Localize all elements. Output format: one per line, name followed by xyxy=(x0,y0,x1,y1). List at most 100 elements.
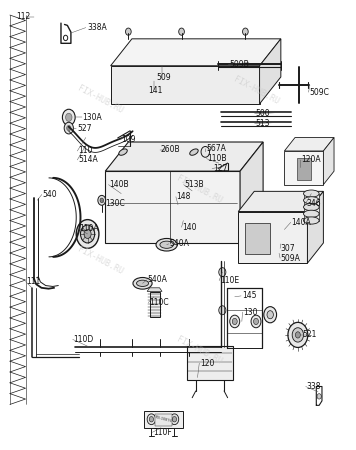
Circle shape xyxy=(292,328,304,342)
Circle shape xyxy=(172,417,177,422)
Polygon shape xyxy=(240,142,263,243)
Ellipse shape xyxy=(136,280,148,287)
Circle shape xyxy=(126,28,131,35)
Circle shape xyxy=(76,220,99,248)
Text: 120A: 120A xyxy=(302,155,321,164)
Bar xyxy=(144,411,183,428)
Text: 130: 130 xyxy=(243,307,258,316)
Text: 513: 513 xyxy=(255,119,270,128)
Ellipse shape xyxy=(304,190,319,197)
Ellipse shape xyxy=(156,238,177,251)
Polygon shape xyxy=(111,39,281,66)
Circle shape xyxy=(317,394,321,399)
Text: 540: 540 xyxy=(42,190,57,199)
Polygon shape xyxy=(260,39,281,104)
Text: FIX-HUB.RU: FIX-HUB.RU xyxy=(76,245,124,277)
Text: 509: 509 xyxy=(157,73,171,82)
Ellipse shape xyxy=(190,149,198,155)
Text: 509A: 509A xyxy=(281,254,301,263)
Polygon shape xyxy=(284,138,334,151)
Circle shape xyxy=(64,122,73,134)
Text: 110E: 110E xyxy=(220,276,239,285)
Polygon shape xyxy=(238,212,308,263)
Circle shape xyxy=(201,147,210,157)
Ellipse shape xyxy=(304,210,319,217)
Text: 338A: 338A xyxy=(88,23,107,32)
Circle shape xyxy=(232,318,237,324)
Circle shape xyxy=(267,310,273,319)
Polygon shape xyxy=(147,288,162,292)
Ellipse shape xyxy=(160,241,173,248)
Circle shape xyxy=(295,332,300,338)
Bar xyxy=(150,292,159,317)
Text: 140B: 140B xyxy=(109,180,129,189)
Bar xyxy=(187,346,233,380)
Text: 111: 111 xyxy=(26,277,41,286)
Ellipse shape xyxy=(304,217,319,224)
Circle shape xyxy=(264,306,277,323)
Text: 110F: 110F xyxy=(153,428,172,437)
Ellipse shape xyxy=(133,278,152,289)
Text: 109: 109 xyxy=(121,135,136,144)
Polygon shape xyxy=(308,191,323,263)
Text: FIX-HUB.RU: FIX-HUB.RU xyxy=(232,75,280,106)
Text: 110C: 110C xyxy=(149,298,168,307)
Text: 148: 148 xyxy=(177,192,191,201)
Text: 307: 307 xyxy=(281,244,295,253)
Text: 110: 110 xyxy=(78,147,92,156)
Circle shape xyxy=(242,28,248,35)
Bar xyxy=(155,414,172,426)
Text: 141: 141 xyxy=(148,86,162,95)
Text: 110A: 110A xyxy=(79,224,99,233)
Circle shape xyxy=(253,318,258,324)
Text: 509B: 509B xyxy=(229,60,249,69)
Text: FIX-HUB.RU: FIX-HUB.RU xyxy=(175,335,224,366)
Circle shape xyxy=(170,414,179,425)
Circle shape xyxy=(84,230,91,238)
Text: 513B: 513B xyxy=(184,180,204,189)
Circle shape xyxy=(66,113,72,122)
Polygon shape xyxy=(323,138,334,184)
Circle shape xyxy=(147,414,156,425)
Ellipse shape xyxy=(304,197,319,204)
Text: 521: 521 xyxy=(302,330,316,339)
Text: FIX-HUB.RU: FIX-HUB.RU xyxy=(76,84,124,115)
Polygon shape xyxy=(238,191,323,212)
Polygon shape xyxy=(105,142,263,171)
Polygon shape xyxy=(284,151,323,184)
Text: 110D: 110D xyxy=(73,335,94,344)
Text: 120: 120 xyxy=(200,359,214,368)
Text: FIX-HUB.RU: FIX-HUB.RU xyxy=(175,173,224,205)
Polygon shape xyxy=(105,171,240,243)
Circle shape xyxy=(100,198,104,202)
Ellipse shape xyxy=(304,203,319,211)
Text: 527: 527 xyxy=(77,124,91,133)
Circle shape xyxy=(80,225,95,243)
Text: 130A: 130A xyxy=(82,113,102,122)
Text: 346: 346 xyxy=(307,199,321,208)
Text: 127: 127 xyxy=(213,164,227,173)
Circle shape xyxy=(230,315,240,328)
Circle shape xyxy=(179,28,184,35)
Polygon shape xyxy=(111,66,260,104)
Text: 338: 338 xyxy=(307,382,321,391)
Text: 514A: 514A xyxy=(78,155,98,164)
Circle shape xyxy=(98,195,106,205)
Text: 260B: 260B xyxy=(161,145,180,154)
Ellipse shape xyxy=(119,149,127,155)
Text: 509C: 509C xyxy=(309,88,329,97)
Text: 567A: 567A xyxy=(206,144,226,153)
Text: 145: 145 xyxy=(242,292,256,301)
Text: 540A: 540A xyxy=(148,275,168,284)
Text: 540A: 540A xyxy=(169,239,189,248)
Text: 130C: 130C xyxy=(106,199,125,208)
Bar xyxy=(245,223,270,254)
Text: 140: 140 xyxy=(182,223,197,232)
Text: 140A: 140A xyxy=(292,218,311,227)
Text: 112: 112 xyxy=(17,12,31,21)
Text: FIX-00876: FIX-00876 xyxy=(155,415,173,424)
Circle shape xyxy=(149,417,153,422)
Bar xyxy=(304,194,319,220)
Circle shape xyxy=(219,268,226,277)
Circle shape xyxy=(288,322,308,347)
